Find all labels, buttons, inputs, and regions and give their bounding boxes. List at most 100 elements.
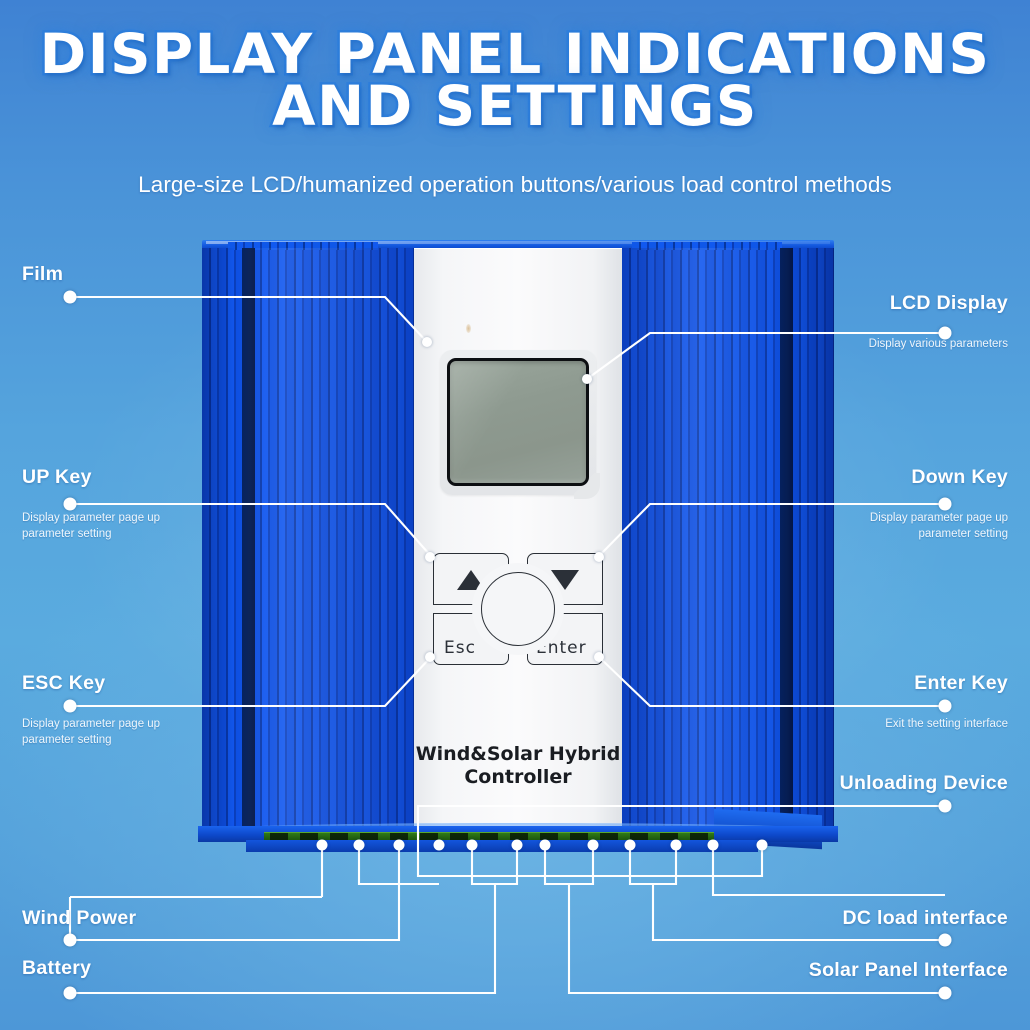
leader-line-dc-long [567, 884, 945, 995]
callout-dot-enter-key[interactable] [938, 699, 952, 713]
callout-enter-key: Enter Key Exit the setting interface [885, 672, 1008, 732]
keypad: Esc Enter [433, 553, 603, 665]
leader-line-dc-bracket [543, 845, 595, 886]
callout-up-key-title: UP Key [22, 466, 92, 488]
terminal-dot-10[interactable] [670, 839, 682, 851]
triangle-down-icon [551, 570, 579, 590]
page-subtitle: Large-size LCD/humanized operation butto… [138, 172, 892, 197]
leader-line-unloading-device [416, 804, 945, 878]
terminal-dot-8[interactable] [587, 839, 599, 851]
terminal-dot-12[interactable] [756, 839, 768, 851]
terminal-dot-7[interactable] [539, 839, 551, 851]
terminal-dot-6[interactable] [511, 839, 523, 851]
callout-dot-film[interactable] [63, 290, 77, 304]
leader-line-up-key [70, 502, 431, 556]
leader-line-wind-riser [68, 895, 322, 940]
callout-down-key: Down Key Display parameter page up param… [870, 466, 1008, 542]
callout-solar-panel: Solar Panel Interface [809, 959, 1008, 982]
callout-dot-dc-load[interactable] [938, 933, 952, 947]
callout-lcd-display: LCD Display Display various parameters [869, 292, 1008, 352]
callout-unloading-device: Unloading Device [840, 772, 1008, 795]
callout-wind-power: Wind Power [22, 907, 136, 930]
heatsink-right-fin-tips [632, 242, 782, 250]
heatsink-right-groove-1 [780, 248, 793, 836]
hotspot-film[interactable] [422, 337, 432, 347]
leader-line-esc-key [70, 657, 431, 708]
callout-dot-lcd-display[interactable] [938, 326, 952, 340]
heatsink-right [622, 242, 834, 836]
leader-line-lcd-display [586, 331, 945, 380]
heatsink-left [202, 242, 414, 836]
callout-enter-key-title: Enter Key [914, 672, 1008, 694]
terminal-dot-4[interactable] [433, 839, 445, 851]
terminal-dot-1[interactable] [316, 839, 328, 851]
callout-dot-unloading-device[interactable] [938, 799, 952, 813]
callout-dot-wind-power[interactable] [63, 933, 77, 947]
heatsink-left-shading [202, 248, 414, 836]
keypad-center-hub[interactable] [481, 572, 555, 646]
callout-solar-panel-title: Solar Panel Interface [808, 959, 1008, 981]
leader-line-battery-bracket [470, 845, 519, 886]
callout-dc-load-title: DC load interface [842, 907, 1008, 929]
callout-esc-key-desc-1: Display parameter page up [22, 718, 161, 730]
device-top-highlight [206, 241, 830, 244]
hotspot-lcd-display[interactable] [582, 374, 592, 384]
terminal-dot-3[interactable] [393, 839, 405, 851]
terminal-dot-5[interactable] [466, 839, 478, 851]
callout-esc-key: ESC Key Display parameter page up parame… [22, 672, 160, 748]
lcd-glare [450, 361, 586, 483]
front-faceplate: Esc Enter Wind&Solar Hybrid Controller [414, 248, 622, 836]
callout-dot-solar-panel[interactable] [938, 986, 952, 1000]
faceplate-speck [466, 324, 471, 333]
device-brand-line-2: Controller [464, 766, 572, 788]
callout-dot-esc-key[interactable] [63, 699, 77, 713]
leader-line-down-key [599, 502, 945, 556]
terminal-dot-9[interactable] [624, 839, 636, 851]
wind-solar-hybrid-controller-device: Esc Enter Wind&Solar Hybrid Controller [198, 240, 838, 852]
hotspot-down-key[interactable] [594, 552, 604, 562]
callout-lcd-display-desc-1: Display various parameters [868, 338, 1008, 350]
leader-line-battery [70, 884, 497, 995]
callout-dot-down-key[interactable] [938, 497, 952, 511]
heatsink-right-shading [622, 248, 834, 836]
callout-down-key-desc-1: Display parameter page up [869, 512, 1008, 524]
callout-battery-title: Battery [22, 957, 92, 979]
leader-line-wind-3 [70, 845, 401, 942]
device-brand-line-1: Wind&Solar Hybrid [415, 743, 621, 765]
leader-line-unloading-device-stub [711, 845, 945, 897]
callout-wind-power-title: Wind Power [22, 907, 137, 929]
callout-up-key: UP Key Display parameter page up paramet… [22, 466, 160, 542]
callout-dot-up-key[interactable] [63, 497, 77, 511]
leader-line-enter-key [599, 657, 945, 708]
leader-line-wind-2 [357, 845, 439, 886]
callout-unloading-device-title: Unloading Device [839, 772, 1008, 794]
callout-battery: Battery [22, 957, 91, 980]
terminal-dot-11[interactable] [707, 839, 719, 851]
lcd-screen[interactable] [447, 358, 589, 486]
leader-line-film [70, 295, 428, 343]
device-top-cap [202, 240, 834, 250]
callout-up-key-desc-1: Display parameter page up [22, 512, 161, 524]
device-brand-name: Wind&Solar Hybrid Controller [414, 743, 622, 789]
callout-film: Film [22, 263, 63, 286]
leader-line-solar [651, 884, 945, 942]
leader-line-solar-bracket [628, 845, 678, 886]
esc-key-label: Esc [444, 638, 476, 658]
terminal-dot-2[interactable] [353, 839, 365, 851]
hotspot-up-key[interactable] [425, 552, 435, 562]
heatsink-left-fin-tips [228, 242, 378, 250]
hotspot-esc-key[interactable] [425, 652, 435, 662]
callout-up-key-desc-2: parameter setting [22, 528, 112, 540]
hotspot-enter-key[interactable] [594, 652, 604, 662]
callout-enter-key-desc-1: Exit the setting interface [885, 718, 1008, 730]
callout-esc-key-title: ESC Key [22, 672, 106, 694]
callout-down-key-desc-2: parameter setting [918, 528, 1009, 540]
callout-dc-load: DC load interface [843, 907, 1008, 930]
heatsink-left-groove-1 [242, 248, 255, 836]
callout-lcd-display-title: LCD Display [889, 292, 1008, 314]
callout-down-key-title: Down Key [911, 466, 1008, 488]
callout-film-title: Film [22, 263, 64, 285]
callout-dot-battery[interactable] [63, 986, 77, 1000]
